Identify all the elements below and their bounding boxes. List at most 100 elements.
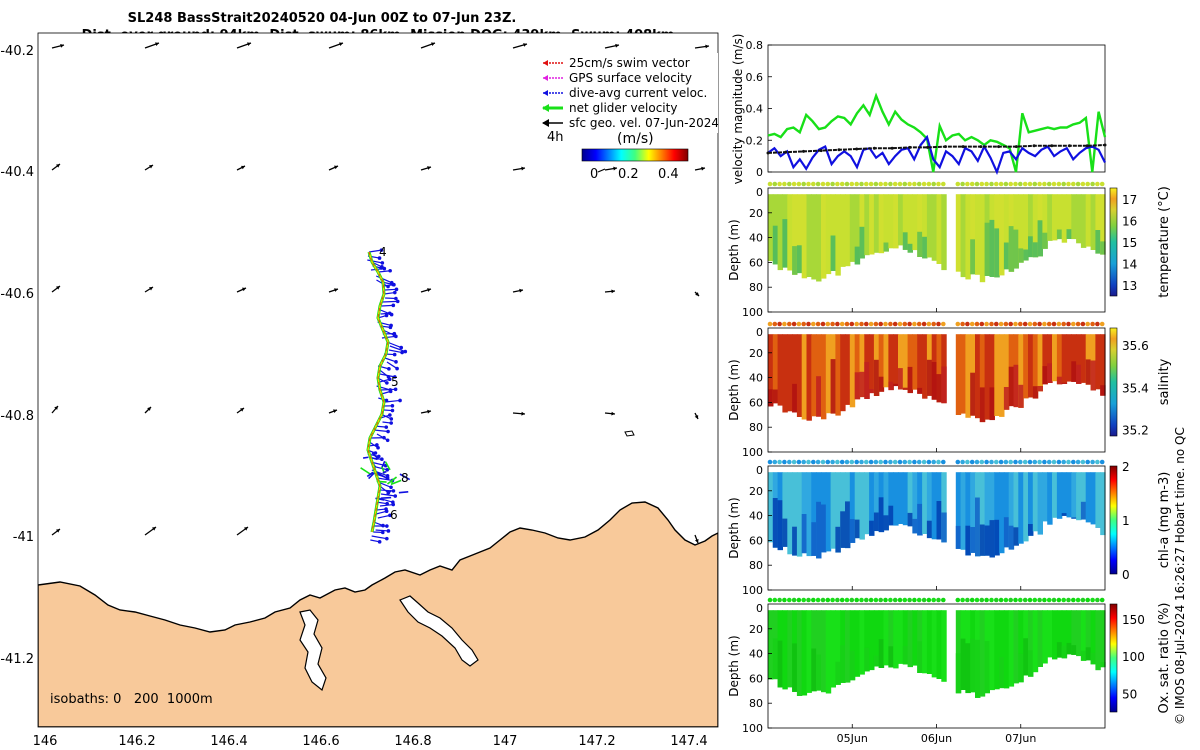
profile-patch [864,647,870,672]
profile-patch [898,368,904,390]
profile-patch [893,383,899,387]
profile-patch [1028,650,1034,677]
current-vector-head [391,303,396,308]
profile-column [898,610,904,664]
surface-dot [835,181,840,187]
track-segment [386,476,398,485]
surface-dot [868,321,874,327]
profile-ytick-label: 0 [756,326,763,339]
profile-column [787,334,793,412]
profile-column [1032,194,1039,258]
geo-velocity-point [997,145,1001,149]
profile-column [936,334,942,403]
surface-dot [1008,459,1013,465]
track-segment [381,460,386,468]
profile-column [989,472,995,558]
surface-dot [767,181,773,187]
profile-column [898,334,904,390]
velocity-ytick-label: 0 [756,166,763,179]
surface-dot [1080,321,1086,327]
profile-column [840,334,846,412]
surface-dot [1056,321,1062,327]
current-vector-head [393,494,398,498]
profile-column [873,194,880,253]
surface-dot [907,181,912,187]
profile-column [1076,610,1082,657]
surface-dot [873,321,879,327]
profile-column [970,194,976,275]
current-vector [378,270,391,273]
profile-column [1090,472,1096,525]
map-x-ticks: 146 146.2 146.4 146.6 146.8 147 147.2 14… [33,734,708,749]
surface-dot [960,321,965,327]
surface-dot [974,181,980,187]
surface-dot [1032,459,1038,465]
surface-dot [955,459,961,465]
surface-dot [820,459,826,465]
profile-column [984,472,990,556]
profile-patch [792,383,798,413]
geo-arrow-head [519,288,523,293]
surface-dot [1075,597,1081,603]
current-vector [379,373,395,378]
profile-column [1080,194,1087,248]
surface-dot [782,181,787,187]
surface-dot [796,597,802,603]
profile-column [811,334,817,417]
surface-dot [1066,597,1071,603]
profile-column [936,610,942,679]
current-vector-head [379,248,384,252]
colorbar-tick-label: 2 [1122,460,1130,474]
geo-velocity-point [1050,144,1054,148]
surface-dot [1042,459,1047,465]
surface-dot [801,597,806,603]
surface-dot [772,459,778,465]
current-vector-head [373,451,378,455]
profile-patch [864,362,870,399]
profile-column [888,334,894,391]
profile-patch [849,519,856,543]
profile-column [1003,334,1010,410]
current-vector-head [380,261,385,265]
surface-dot [888,459,893,465]
profile-colorbar [1109,603,1118,713]
profile-column [1018,472,1024,544]
current-vector-head [385,381,389,385]
profile-column [1028,472,1034,536]
surface-dot [902,181,908,187]
profile-column [975,334,981,419]
profile-column [994,472,1000,556]
geo-velocity-point [872,146,876,150]
profile-patch [979,387,986,423]
surface-dot [1042,597,1047,603]
surface-dot [844,459,850,465]
profile-patch [984,222,990,276]
surface-dot [941,459,946,465]
profile-column [821,334,827,420]
profile-column [1066,472,1072,518]
current-vector-head [382,266,387,271]
profile-patch [768,389,774,407]
geo-arrow-head [521,411,525,416]
profile-ytick-label: 60 [749,534,763,547]
profile-column [917,472,923,536]
geo-velocity-point [855,147,859,151]
map-xtick: 147.4 [670,734,707,749]
profile-column [1061,194,1068,243]
surface-dot [902,597,908,603]
profile-column [999,610,1005,689]
surface-dot [912,459,917,465]
track-segment [371,452,380,460]
interval-label: 4h [547,130,564,145]
geo-arrow-head [56,529,60,533]
profile-column [1076,194,1082,244]
surface-dot [864,321,869,327]
profile-patch [830,359,836,414]
track-segment [360,467,372,476]
colorbar-label: Ox. sat. ratio (%) [1157,603,1172,714]
profile-column [1071,194,1077,240]
map-xtick: 147 [493,734,518,749]
profile-patch [989,219,995,277]
profile-column [878,194,885,254]
profile-patch [830,235,836,271]
